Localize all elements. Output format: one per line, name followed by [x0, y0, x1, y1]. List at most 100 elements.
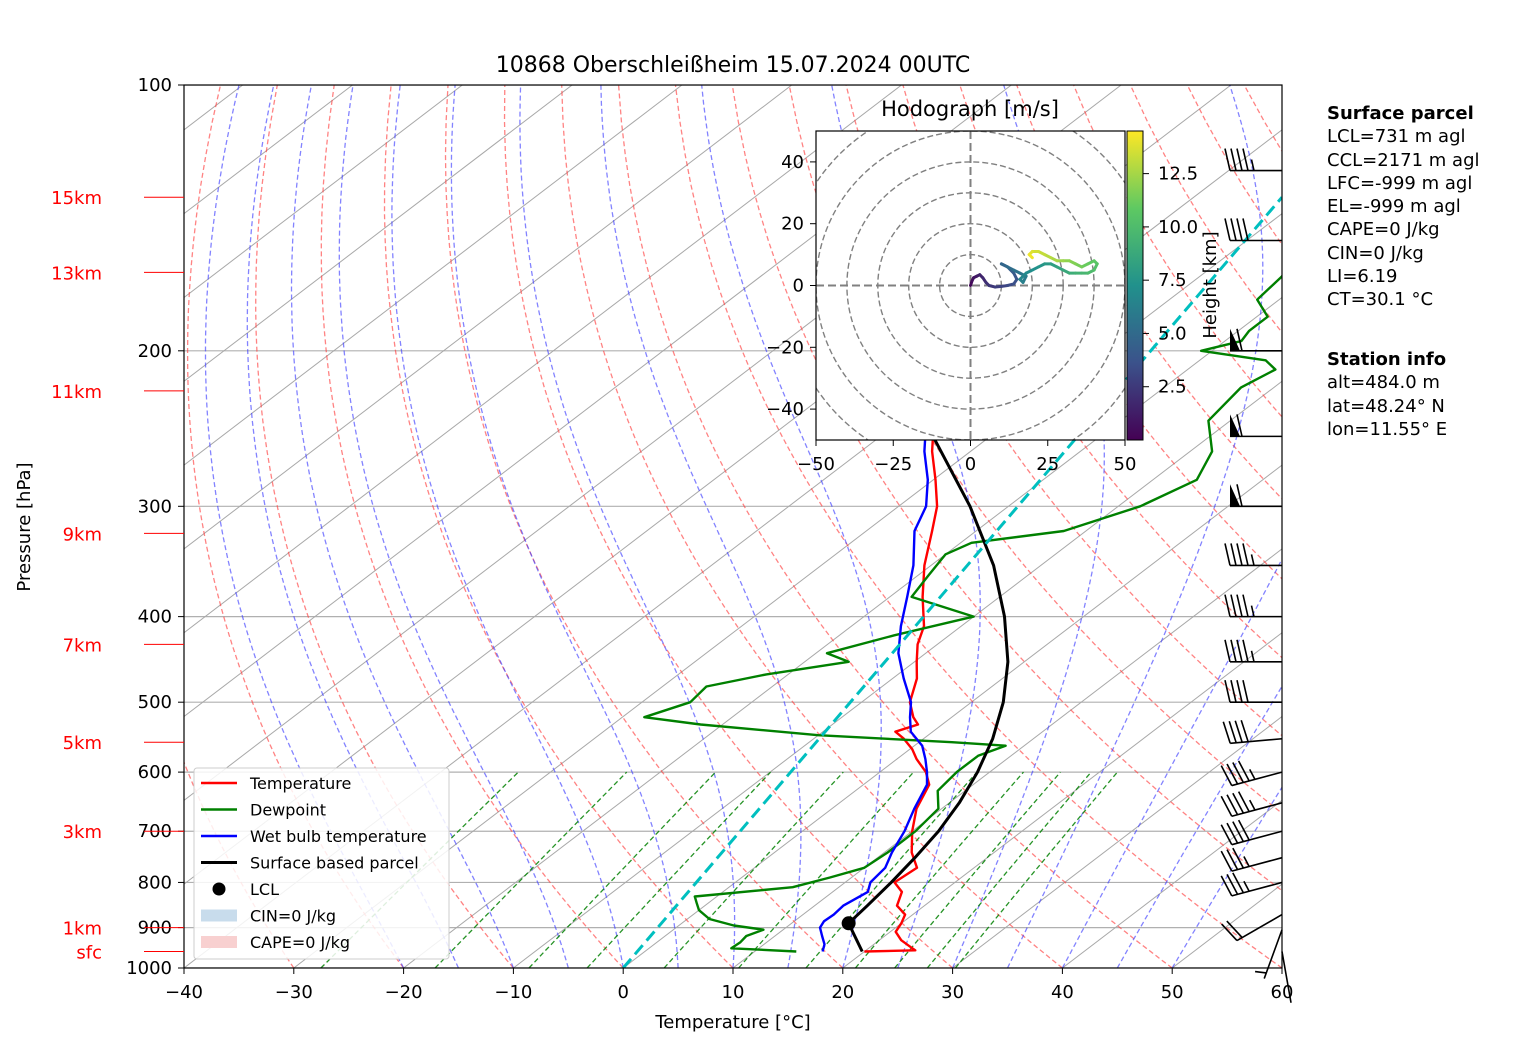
moist-adiabat-line	[246, 85, 460, 968]
wind-barb-feather	[1242, 680, 1249, 703]
wind-barb-half-feather	[1250, 650, 1255, 662]
wind-barb-staff	[1230, 737, 1283, 745]
wind-barb-feather	[1226, 920, 1243, 939]
wind-barb	[1224, 639, 1282, 663]
wind-barb-feather	[1226, 874, 1239, 895]
wind-barb-feather	[1234, 720, 1243, 743]
isotherm-line	[184, 85, 902, 634]
isotherm-line	[842, 632, 1282, 968]
mixing-ratio-layer	[320, 771, 1118, 968]
wind-barb-feather	[1230, 680, 1237, 703]
hodograph-x-tick-label: 0	[965, 454, 976, 475]
wind-barb-feather	[1236, 328, 1243, 351]
mixing-ratio-line	[663, 771, 844, 968]
wind-barb-feather	[1224, 218, 1231, 241]
wind-barb-feather	[1226, 849, 1239, 870]
wind-barb	[1230, 328, 1282, 352]
surface-parcel-line: CCL=2171 m agl	[1327, 149, 1480, 171]
moist-adiabat-line	[1171, 786, 1282, 968]
surface-parcel-panel: Surface parcel LCL=731 m agl CCL=2171 m …	[1327, 102, 1480, 312]
height-label: 11km	[51, 382, 102, 403]
wind-barb-feather	[1220, 875, 1233, 897]
wind-barb-feather	[1224, 594, 1231, 617]
wind-barb-staff	[1231, 802, 1283, 818]
wind-barb-feather	[1226, 763, 1239, 785]
dry-adiabat-line	[1016, 85, 1282, 500]
wind-barb	[1224, 594, 1282, 618]
isotherm-line	[184, 85, 793, 550]
x-tick-label: −30	[275, 982, 313, 1003]
wind-barb-half-feather	[1250, 605, 1255, 617]
surface-parcel-line: EL=-999 m agl	[1327, 196, 1461, 218]
moist-adiabat-line	[519, 85, 736, 968]
x-tick-label: 40	[1051, 982, 1074, 1003]
hodograph-y-tick-label: −20	[766, 337, 804, 358]
wind-barb-feather	[1224, 639, 1231, 662]
wind-barb-feather	[1242, 594, 1249, 617]
legend-label: Wet bulb temperature	[250, 827, 427, 846]
y-tick-label: 200	[138, 341, 172, 362]
hodograph-x-tick-label: −25	[874, 454, 912, 475]
x-tick-label: 20	[831, 982, 854, 1003]
wind-barb-feather	[1230, 594, 1237, 617]
wind-barb-feather	[1236, 543, 1243, 566]
wind-barb-feather	[1221, 923, 1238, 942]
wind-barb-feather	[1236, 639, 1243, 662]
wind-barb-flag	[1230, 484, 1240, 507]
wind-barb-feather	[1242, 218, 1249, 241]
wind-barb-half-feather	[1250, 554, 1255, 566]
wind-barb	[1220, 872, 1283, 897]
wind-barb-half-feather	[1254, 970, 1267, 974]
dry-adiabat-line	[959, 85, 1282, 580]
x-tick-label: 10	[722, 982, 745, 1003]
wind-barb-feather	[1232, 872, 1245, 894]
legend-label: Surface based parcel	[250, 854, 419, 873]
wind-barb-half-feather	[1243, 856, 1250, 867]
y-tick-label: 1000	[126, 958, 172, 979]
wind-barb-half-feather	[1248, 799, 1256, 811]
y-tick-label: 300	[138, 496, 172, 517]
wind-barb-staff	[1231, 830, 1283, 846]
x-tick-label: −20	[385, 982, 423, 1003]
x-axis-label: Temperature [°C]	[654, 1012, 810, 1033]
y-tick-label: 600	[138, 762, 172, 783]
height-label: 3km	[63, 822, 102, 843]
moist-adiabat-line	[204, 85, 405, 968]
isotherm-line	[184, 85, 683, 466]
dry-adiabat-line	[320, 85, 624, 968]
wind-barb-feather	[1220, 824, 1233, 846]
isotherm-line	[952, 715, 1282, 968]
legend-label: Temperature	[249, 774, 351, 793]
wind-barb-feather	[1232, 792, 1245, 814]
isotherm-line	[1062, 799, 1282, 968]
y-tick-label: 400	[138, 607, 172, 628]
legend: Temperature Dewpoint Wet bulb temperature S…	[193, 767, 450, 960]
hodograph-x-tick-label: 50	[1114, 454, 1137, 475]
station-info-title: Station info	[1327, 349, 1447, 370]
hodograph-y-tick-label: 40	[781, 152, 804, 173]
surface-parcel-line: LFC=-999 m agl	[1327, 172, 1473, 194]
wind-barb-staff	[1236, 913, 1283, 942]
isotherm-line	[293, 213, 1282, 968]
colorbar-tick-label: 12.5	[1158, 164, 1198, 185]
mixing-ratio-line	[586, 771, 772, 968]
storm-motion-line	[622, 196, 1282, 968]
profile-dewpoint	[643, 274, 1282, 953]
wind-barb-feather	[1242, 639, 1249, 662]
wind-barb-feather	[1226, 822, 1239, 844]
wind-barb	[1254, 929, 1283, 979]
mixing-ratio-line	[954, 771, 1118, 968]
wind-barb	[1230, 484, 1282, 508]
legend-label: CIN=0 J/kg	[250, 907, 336, 926]
mixing-ratio-line	[854, 771, 1024, 968]
legend-swatch	[201, 909, 237, 922]
chart-title: 10868 Oberschleißheim 15.07.2024 00UTC	[496, 53, 971, 78]
surface-parcel-line: LI=6.19	[1327, 266, 1398, 288]
moist-adiabat-line	[391, 85, 624, 968]
wind-barb-feather	[1242, 148, 1249, 171]
moist-adiabat-line	[1116, 685, 1282, 968]
wind-barb	[1224, 680, 1282, 703]
mixing-ratio-line	[926, 771, 1092, 968]
wind-barb	[1224, 218, 1282, 242]
